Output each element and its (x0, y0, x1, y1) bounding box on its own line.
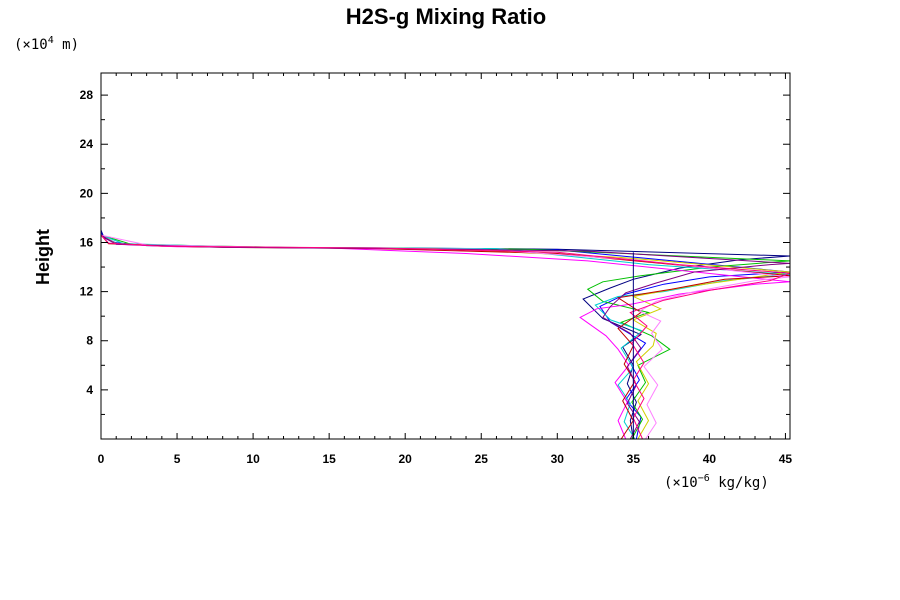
x-tick-label: 15 (322, 452, 336, 466)
y-tick-label: 4 (86, 383, 93, 397)
x-tick-label: 40 (703, 452, 717, 466)
y-unit-label: (×104 m) (14, 35, 79, 53)
x-tick-label: 0 (98, 452, 105, 466)
y-tick-label: 20 (80, 186, 94, 200)
x-unit-label: (×10−6 kg/kg) (664, 473, 769, 491)
chart-title: H2S-g Mixing Ratio (346, 4, 546, 29)
x-tick-label: 35 (627, 452, 641, 466)
x-tick-label: 45 (779, 452, 793, 466)
y-tick-label: 16 (80, 235, 94, 249)
y-tick-label: 12 (80, 285, 94, 299)
series-layer (100, 73, 791, 440)
ticks-layer: 0 5 10 15 20 25 30 35 40 45 4 8 12 16 20 24 28 (80, 73, 793, 466)
series-line-3 (100, 234, 791, 440)
x-tick-label: 25 (475, 452, 489, 466)
series-line-4 (100, 234, 791, 440)
x-tick-label: 5 (174, 452, 181, 466)
y-tick-label: 28 (80, 88, 94, 102)
y-tick-label: 8 (86, 334, 93, 348)
series-line-2 (100, 230, 791, 440)
x-tick-label: 20 (399, 452, 413, 466)
y-axis-label: Height (33, 229, 53, 285)
y-tick-label: 24 (80, 137, 94, 151)
plot-frame (100, 72, 791, 440)
series-line-10 (100, 234, 791, 440)
x-tick-label: 30 (551, 452, 565, 466)
x-tick-label: 10 (246, 452, 260, 466)
